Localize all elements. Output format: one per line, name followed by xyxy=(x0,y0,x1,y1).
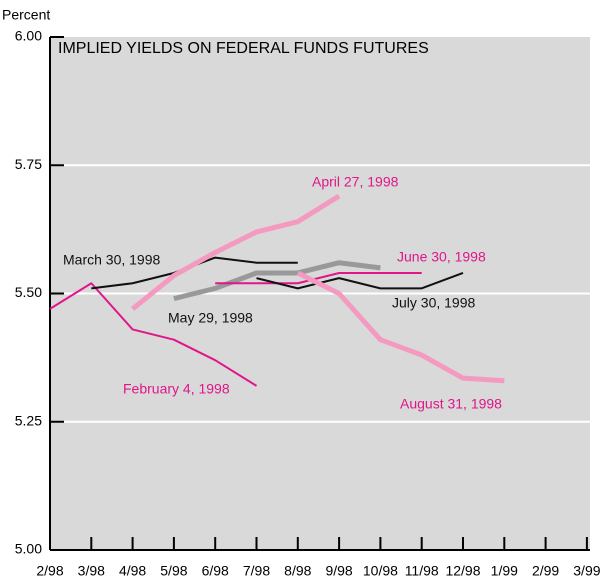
series-label: February 4, 1998 xyxy=(123,381,230,397)
series-line xyxy=(49,282,258,387)
series-line xyxy=(131,193,341,311)
x-tick-label: 5/98 xyxy=(160,563,187,579)
x-tick-label: 6/98 xyxy=(202,563,229,579)
y-tick-label: 6.00 xyxy=(15,28,42,44)
chart-title: IMPLIED YIELDS ON FEDERAL FUNDS FUTURES xyxy=(58,40,429,57)
x-tick-label: 4/98 xyxy=(119,563,146,579)
x-tick-label: 2/98 xyxy=(36,563,63,579)
x-tick-label: 9/98 xyxy=(325,563,352,579)
series-line xyxy=(215,271,422,285)
x-tick-label: 1/99 xyxy=(491,563,518,579)
y-tick-label: 5.25 xyxy=(15,412,42,428)
series-label: April 27, 1998 xyxy=(312,174,399,190)
x-tick-label: 11/98 xyxy=(405,563,439,579)
x-tick-label: 2/99 xyxy=(532,563,559,579)
series-label: August 31, 1998 xyxy=(400,396,502,412)
x-tick-label: 3/98 xyxy=(78,563,105,579)
x-tick-label: 12/98 xyxy=(445,563,480,579)
y-tick-label: 5.75 xyxy=(15,156,42,172)
series-line xyxy=(296,270,505,384)
x-tick-label: 3/99 xyxy=(573,563,600,579)
x-tick-label: 8/98 xyxy=(284,563,311,579)
x-tick-label: 10/98 xyxy=(363,563,398,579)
series-line xyxy=(256,272,464,290)
series-label: March 30, 1998 xyxy=(63,252,160,268)
y-tick-label: 5.50 xyxy=(15,284,42,300)
series-label: July 30, 1998 xyxy=(392,295,475,311)
series-line xyxy=(173,260,381,302)
y-tick-label: 5.00 xyxy=(15,541,42,557)
series-label: May 29, 1998 xyxy=(168,310,253,326)
series-label: June 30, 1998 xyxy=(397,249,486,265)
y-axis-label: Percent xyxy=(2,7,50,23)
x-tick-label: 7/98 xyxy=(243,563,270,579)
